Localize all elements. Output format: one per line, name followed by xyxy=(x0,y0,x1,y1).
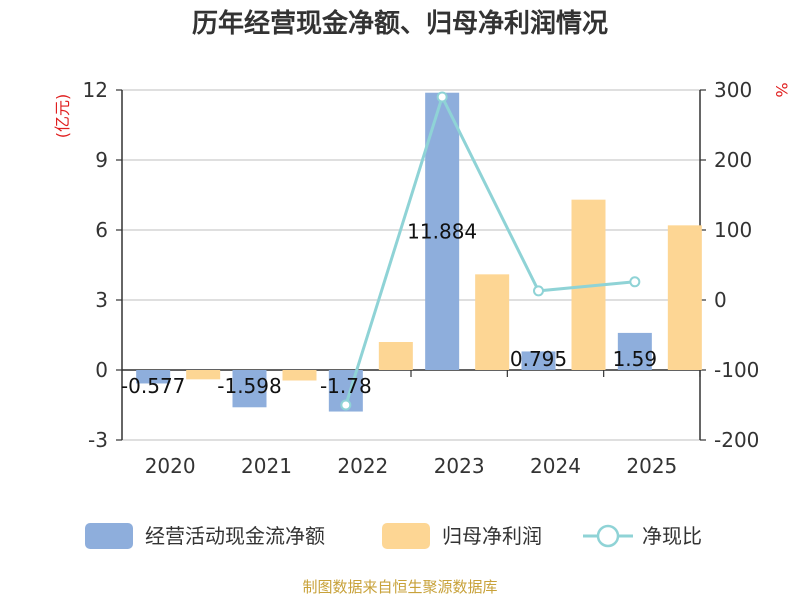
legend-label-ratio: 净现比 xyxy=(642,524,702,548)
source-note: 制图数据来自恒生聚源数据库 xyxy=(302,578,497,596)
ratio-point xyxy=(533,285,544,297)
right-tick-label: 200 xyxy=(714,148,752,172)
cash-flow-data-label: 1.59 xyxy=(613,347,658,371)
left-tick-label: 0 xyxy=(95,358,108,382)
net-profit-bar xyxy=(475,274,510,370)
net-profit-bar xyxy=(378,342,413,370)
x-tick-label: 2022 xyxy=(337,454,388,478)
axes: -3 0 3 6 9 12 -200 -100 0 100 200 300 2020 2021 2022 20… xyxy=(83,78,760,478)
right-tick-label: 300 xyxy=(714,78,752,102)
net-profit-bar xyxy=(667,225,702,370)
x-tick-label: 2020 xyxy=(145,454,196,478)
ratio-line xyxy=(340,91,641,411)
left-axis-unit: (亿元) xyxy=(53,94,72,139)
cash-flow-data-label: 11.884 xyxy=(407,219,477,243)
right-tick-label: 100 xyxy=(714,218,752,242)
cash-flow-bar xyxy=(617,332,652,370)
legend-swatch-cash-flow xyxy=(85,523,133,549)
ratio-point xyxy=(436,91,448,103)
cash-flow-bar xyxy=(232,370,267,408)
cash-flow-data-label: 0.795 xyxy=(510,347,567,371)
left-tick-label: -3 xyxy=(88,428,108,452)
net-profit-bar xyxy=(282,370,317,381)
cash-flow-bar xyxy=(136,370,171,384)
legend-label-cash-flow: 经营活动现金流净额 xyxy=(145,524,325,548)
legend-swatch-net-profit xyxy=(382,523,430,549)
legend-swatch-marker xyxy=(596,524,620,548)
left-tick-label: 9 xyxy=(95,148,108,172)
net-profit-bar xyxy=(186,370,221,380)
x-tick-label: 2023 xyxy=(434,454,485,478)
ratio-point xyxy=(629,276,641,288)
legend: 经营活动现金流净额 归母净利润 净现比 xyxy=(85,523,702,549)
x-tick-label: 2021 xyxy=(241,454,292,478)
legend-label-net-profit: 归母净利润 xyxy=(442,524,542,548)
chart-title: 历年经营现金净额、归母净利润情况 xyxy=(192,8,608,39)
cash-flow-data-label: -0.577 xyxy=(121,374,185,398)
data-labels: -0.577 -1.598 -1.78 11.884 0.795 1.59 xyxy=(121,219,657,398)
cash-flow-data-label: -1.78 xyxy=(320,374,372,398)
grid-lines xyxy=(122,89,700,441)
right-tick-label: -100 xyxy=(714,358,759,382)
left-tick-label: 3 xyxy=(95,288,108,312)
x-tick-label: 2024 xyxy=(530,454,581,478)
right-tick-label: 0 xyxy=(714,288,727,312)
ratio-line-path xyxy=(344,92,635,406)
right-axis-unit: % xyxy=(772,82,791,97)
right-tick-label: -200 xyxy=(714,428,759,452)
cash-flow-data-label: -1.598 xyxy=(217,374,281,398)
cash-flow-bar xyxy=(425,92,460,370)
x-tick-label: 2025 xyxy=(626,454,677,478)
left-tick-label: 6 xyxy=(95,218,108,242)
ratio-point xyxy=(340,399,352,411)
cash-flow-bar xyxy=(521,351,556,370)
left-tick-label: 12 xyxy=(83,78,108,102)
